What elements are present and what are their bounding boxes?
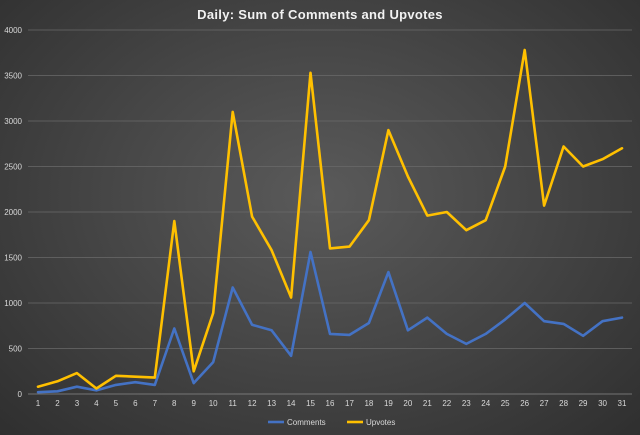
x-tick-label: 20: [403, 399, 412, 408]
x-tick-label: 10: [209, 399, 218, 408]
x-tick-label: 8: [172, 399, 177, 408]
x-tick-label: 26: [520, 399, 529, 408]
legend-label: Comments: [287, 418, 326, 427]
x-tick-label: 18: [364, 399, 373, 408]
y-tick-label: 3500: [4, 72, 22, 81]
series-line-comments: [36, 250, 624, 394]
x-tick-label: 29: [579, 399, 588, 408]
x-tick-label: 1: [36, 399, 41, 408]
x-tick-label: 22: [442, 399, 451, 408]
legend-label: Upvotes: [366, 418, 395, 427]
x-tick-label: 24: [481, 399, 490, 408]
x-tick-label: 2: [55, 399, 60, 408]
x-tick-label: 23: [462, 399, 471, 408]
x-tick-label: 16: [326, 399, 335, 408]
x-tick-label: 27: [540, 399, 549, 408]
series-line-upvotes: [36, 48, 624, 390]
y-tick-label: 0: [18, 390, 23, 399]
x-tick-label: 7: [153, 399, 158, 408]
x-tick-label: 4: [94, 399, 99, 408]
x-tick-label: 28: [559, 399, 568, 408]
x-tick-label: 14: [287, 399, 296, 408]
y-tick-label: 1000: [4, 299, 22, 308]
x-tick-label: 15: [306, 399, 315, 408]
x-tick-label: 3: [75, 399, 80, 408]
x-tick-label: 12: [248, 399, 257, 408]
x-tick-label: 13: [267, 399, 276, 408]
y-tick-label: 1500: [4, 254, 22, 263]
x-tick-label: 6: [133, 399, 138, 408]
chart-title: Daily: Sum of Comments and Upvotes: [197, 7, 443, 22]
x-tick-label: 5: [114, 399, 119, 408]
x-tick-label: 19: [384, 399, 393, 408]
x-tick-label: 9: [192, 399, 197, 408]
y-tick-label: 2500: [4, 163, 22, 172]
y-tick-label: 500: [9, 345, 23, 354]
x-tick-label: 30: [598, 399, 607, 408]
x-tick-label: 25: [501, 399, 510, 408]
y-tick-label: 4000: [4, 26, 22, 35]
x-tick-label: 17: [345, 399, 354, 408]
y-tick-label: 2000: [4, 208, 22, 217]
x-tick-label: 11: [229, 399, 238, 408]
y-tick-label: 3000: [4, 117, 22, 126]
x-tick-label: 31: [618, 399, 627, 408]
x-tick-label: 21: [423, 399, 432, 408]
